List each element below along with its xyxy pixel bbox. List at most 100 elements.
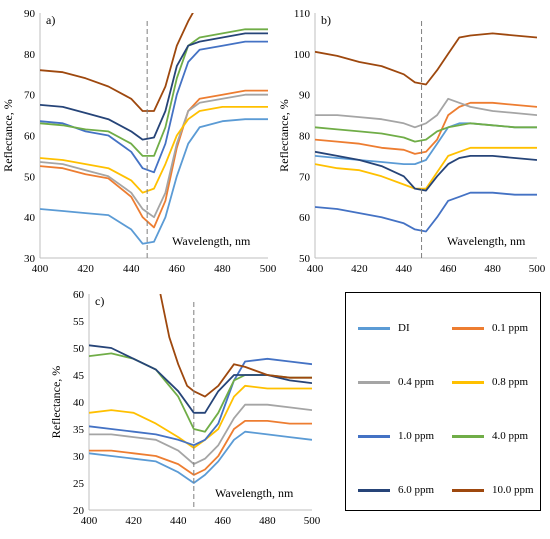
x-tick-label: 440 xyxy=(170,515,187,527)
x-tick-label: 480 xyxy=(214,263,231,275)
series-line-4-0-ppm xyxy=(315,122,537,143)
panel-label: b) xyxy=(321,13,331,27)
x-axis-label: Wavelength, nm xyxy=(172,234,251,248)
legend-item: 10.0 ppm xyxy=(452,483,534,497)
series-line-10-0-ppm xyxy=(315,32,537,86)
series-line-10-0-ppm xyxy=(159,294,312,398)
panel-label: a) xyxy=(46,13,55,27)
series-line-6-0-ppm xyxy=(40,32,268,141)
legend-item: 0.4 ppm xyxy=(358,375,434,389)
legend-label: 10.0 ppm xyxy=(492,484,534,496)
series-line-di xyxy=(40,118,268,245)
y-tick-label: 50 xyxy=(24,171,36,183)
legend-label: 6.0 ppm xyxy=(398,484,435,496)
legend-label: 1.0 ppm xyxy=(398,430,435,442)
chart-panel-1: 400 420 440 460 480 500 30 40 50 60 70 80 90 Reflecta… xyxy=(1,8,277,275)
legend-item: 1.0 ppm xyxy=(358,429,434,443)
x-tick-label: 500 xyxy=(260,263,277,275)
legend-swatch xyxy=(452,434,484,438)
x-tick-label: 500 xyxy=(304,515,321,527)
x-tick-label: 400 xyxy=(81,515,98,527)
x-tick-label: 420 xyxy=(125,515,142,527)
y-tick-label: 80 xyxy=(24,49,36,61)
legend-item: 4.0 ppm xyxy=(452,429,528,443)
y-tick-label: 60 xyxy=(73,289,85,301)
series-line-0-4-ppm xyxy=(89,403,312,466)
legend-swatch xyxy=(358,380,390,384)
series-line-0-1-ppm xyxy=(315,101,537,155)
x-axis-label: Wavelength, nm xyxy=(215,486,294,500)
y-tick-label: 90 xyxy=(299,90,311,102)
y-tick-label: 50 xyxy=(299,253,311,265)
legend-label: 0.1 ppm xyxy=(492,322,529,334)
x-axis-label: Wavelength, nm xyxy=(447,234,526,248)
y-tick-label: 110 xyxy=(294,8,311,20)
series-line-0-8-ppm xyxy=(40,106,268,194)
series-line-0-4-ppm xyxy=(315,97,537,129)
series-line-0-1-ppm xyxy=(89,419,312,476)
legend-swatch xyxy=(452,488,484,492)
chart-panel-2: 400 420 440 460 480 500 50 60 70 80 90 100 110 Reflec… xyxy=(277,8,546,275)
y-axis-label: Reflectance, % xyxy=(49,366,63,439)
legend-label: DI xyxy=(398,322,410,334)
series-line-1-0-ppm xyxy=(89,357,312,447)
series-line-0-4-ppm xyxy=(40,93,268,219)
legend-item: 6.0 ppm xyxy=(358,483,434,497)
legend-label: 0.4 ppm xyxy=(398,376,435,388)
x-tick-label: 420 xyxy=(77,263,94,275)
y-tick-label: 25 xyxy=(73,478,85,490)
y-tick-label: 35 xyxy=(73,424,85,436)
x-tick-label: 440 xyxy=(123,263,140,275)
series-line-di xyxy=(89,430,312,484)
y-tick-label: 20 xyxy=(73,505,85,517)
y-tick-label: 70 xyxy=(299,171,311,183)
y-tick-label: 90 xyxy=(24,8,36,20)
legend-swatch xyxy=(452,380,484,384)
legend-swatch xyxy=(358,326,390,330)
x-tick-label: 480 xyxy=(484,263,501,275)
legend: DI 0.1 ppm 0.4 ppm 0.8 ppm 1.0 ppm 4.0 ppm 6.0… xyxy=(345,292,541,511)
x-tick-label: 400 xyxy=(307,263,324,275)
legend-swatch xyxy=(358,488,390,492)
legend-label: 4.0 ppm xyxy=(492,430,529,442)
panel-label: c) xyxy=(95,294,104,308)
y-tick-label: 50 xyxy=(73,343,85,355)
y-tick-label: 55 xyxy=(73,316,85,328)
x-tick-label: 500 xyxy=(529,263,546,275)
legend-swatch xyxy=(358,434,390,438)
y-tick-label: 40 xyxy=(73,397,85,409)
chart-panel-3: 400 420 440 460 480 500 20 25 30 35 40 45 50 55 60 Refl… xyxy=(49,289,321,527)
series-line-1-0-ppm xyxy=(315,191,537,233)
legend-swatch xyxy=(452,326,484,330)
legend-label: 0.8 ppm xyxy=(492,376,529,388)
x-tick-label: 440 xyxy=(396,263,413,275)
y-tick-label: 40 xyxy=(24,212,36,224)
y-tick-label: 100 xyxy=(294,49,311,61)
series-line-6-0-ppm xyxy=(315,150,537,192)
y-axis-label: Reflectance, % xyxy=(1,99,15,172)
series-line-4-0-ppm xyxy=(89,352,312,433)
series-line-4-0-ppm xyxy=(40,28,268,157)
legend-item: 0.8 ppm xyxy=(452,375,528,389)
y-tick-label: 80 xyxy=(299,131,311,143)
y-tick-label: 60 xyxy=(24,131,36,143)
x-tick-label: 460 xyxy=(215,515,232,527)
y-tick-label: 60 xyxy=(299,212,311,224)
x-tick-label: 460 xyxy=(440,263,457,275)
legend-item: 0.1 ppm xyxy=(452,321,528,335)
y-tick-label: 30 xyxy=(24,253,36,265)
series-line-0-8-ppm xyxy=(315,146,537,190)
y-tick-label: 45 xyxy=(73,370,85,382)
x-tick-label: 400 xyxy=(32,263,49,275)
y-tick-label: 70 xyxy=(24,90,36,102)
x-tick-label: 420 xyxy=(351,263,368,275)
y-tick-label: 30 xyxy=(73,451,85,463)
y-axis-label: Reflectance, % xyxy=(277,99,291,172)
x-tick-label: 460 xyxy=(169,263,186,275)
legend-item: DI xyxy=(358,321,410,335)
x-tick-label: 480 xyxy=(259,515,276,527)
series-line-1-0-ppm xyxy=(40,40,268,174)
series-line-0-1-ppm xyxy=(40,89,268,229)
series-line-10-0-ppm xyxy=(40,13,194,112)
